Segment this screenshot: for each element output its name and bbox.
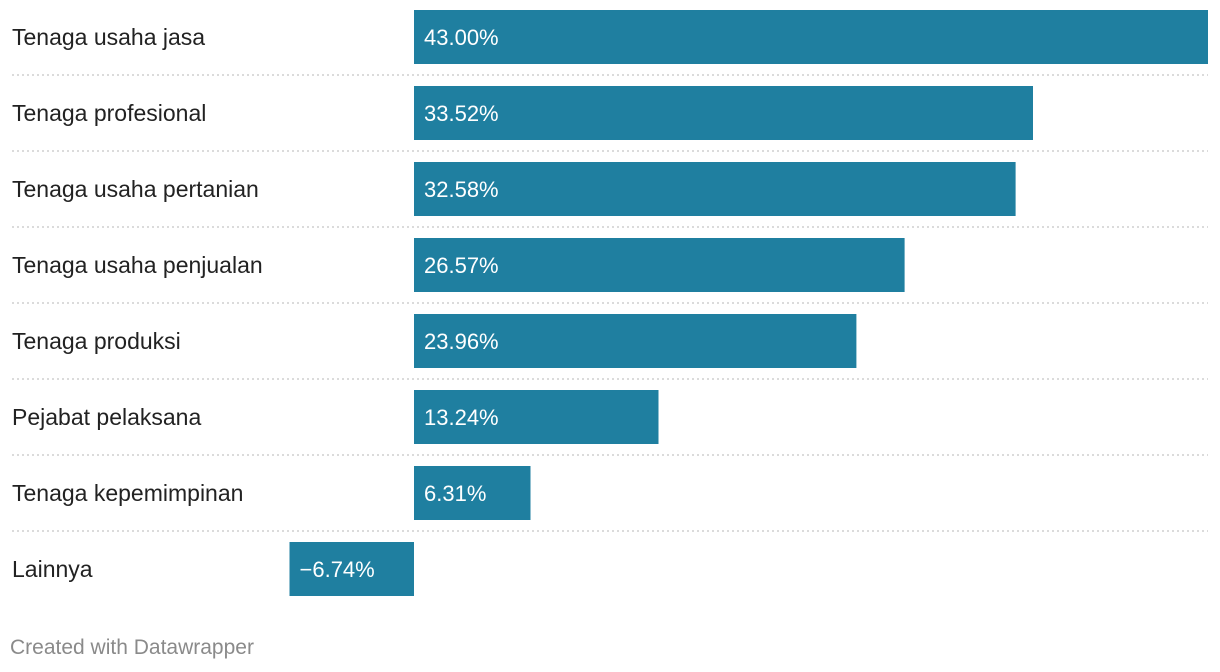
category-label: Tenaga usaha pertanian — [12, 176, 259, 202]
category-label: Tenaga kepemimpinan — [12, 480, 243, 506]
category-label: Tenaga profesional — [12, 100, 206, 126]
value-label: 6.31% — [424, 481, 486, 506]
value-label: 13.24% — [424, 405, 499, 430]
bar — [414, 238, 905, 292]
value-label: −6.74% — [300, 557, 375, 582]
category-label: Pejabat pelaksana — [12, 404, 201, 430]
bar — [414, 162, 1016, 216]
bar — [289, 542, 414, 596]
value-label: 23.96% — [424, 329, 499, 354]
value-label: 32.58% — [424, 177, 499, 202]
category-label: Tenaga usaha jasa — [12, 24, 205, 50]
bar — [414, 10, 1208, 64]
datawrapper-credit[interactable]: Created with Datawrapper — [10, 636, 254, 659]
category-label: Lainnya — [12, 556, 93, 582]
value-label: 26.57% — [424, 253, 499, 278]
bar-chart: Tenaga usaha jasa 43.00% Tenaga profesiona… — [12, 10, 1208, 596]
category-label: Tenaga produksi — [12, 328, 181, 354]
bar — [414, 390, 659, 444]
bar — [414, 466, 531, 520]
bar — [414, 314, 857, 368]
value-label: 43.00% — [424, 25, 499, 50]
value-label: 33.52% — [424, 101, 499, 126]
category-label: Tenaga usaha penjualan — [12, 252, 263, 278]
bar — [414, 86, 1033, 140]
